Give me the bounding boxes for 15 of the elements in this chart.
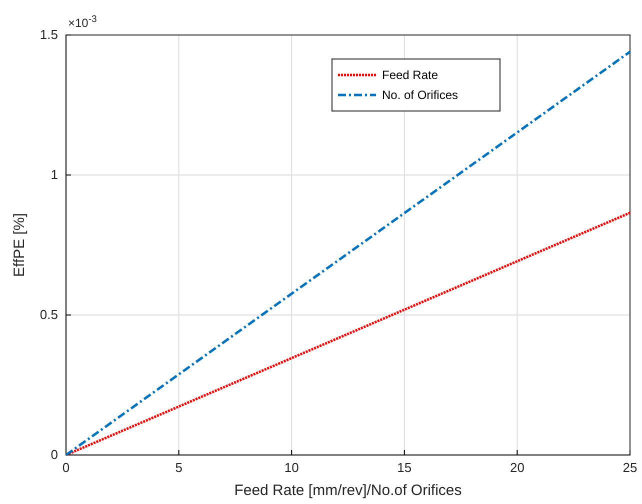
text: ×10$^{-3}$ <box>68 14 97 30</box>
x-tick-label: 20 <box>510 460 524 476</box>
x-tick-label: 15 <box>397 460 412 476</box>
x-tick-label: 0 <box>62 460 70 476</box>
x-tick-label: 25 <box>622 460 638 476</box>
y-tick-label: 1 <box>50 167 58 182</box>
y-tick-label: 0 <box>50 447 58 462</box>
y-tick-label: 1.5 <box>40 27 58 42</box>
y-tick-label: 0.5 <box>40 307 58 322</box>
legend-label: Feed Rate <box>382 68 438 82</box>
x-tick-label: 5 <box>175 460 182 476</box>
legend-label: No. of Orifices <box>382 88 458 102</box>
y-axis-title: EffPE [%] <box>11 213 28 277</box>
x-tick-label: 10 <box>284 460 299 476</box>
x-axis-title: Feed Rate [mm/rev]/No.of Orifices <box>234 482 462 499</box>
